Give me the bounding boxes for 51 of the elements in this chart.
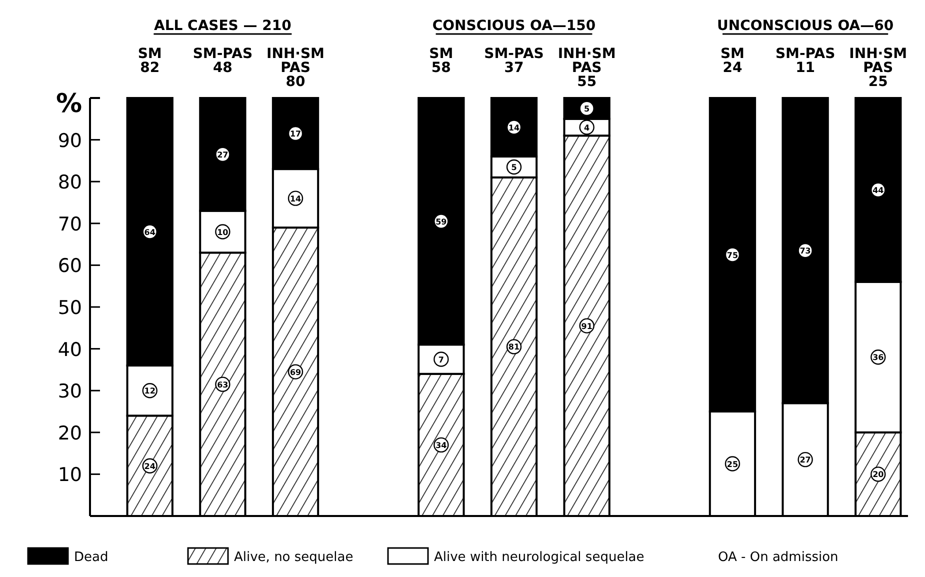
- data-label: 5: [584, 104, 590, 114]
- data-label: 14: [508, 123, 520, 132]
- data-label: 25: [726, 460, 738, 469]
- x-tick-label: SM 58: [429, 46, 454, 76]
- data-label: 73: [800, 246, 811, 256]
- legend-label: Alive, no sequelae: [234, 550, 354, 565]
- x-tick-label: SM 24: [720, 46, 744, 76]
- x-tick-label: SM-PAS 11: [775, 46, 836, 76]
- data-label: 36: [872, 353, 884, 362]
- data-label: 34: [436, 440, 448, 450]
- y-tick-label: 70: [58, 213, 82, 236]
- text: OA - On admission: [718, 550, 838, 565]
- x-tick-label: SM-PAS 37: [484, 46, 544, 76]
- data-label: 81: [508, 342, 520, 352]
- data-label: 14: [290, 194, 302, 204]
- data-label: 20: [872, 470, 884, 480]
- text: CONSCIOUS OA—150: [432, 18, 596, 34]
- text: ALL CASES — 210: [154, 18, 292, 34]
- y-tick-label: 90: [58, 130, 82, 152]
- x-tick-label: INH·SM PAS 80: [266, 46, 325, 90]
- data-label: 10: [217, 228, 229, 237]
- y-tick-label: 50: [58, 297, 82, 319]
- y-tick-label: 30: [58, 380, 82, 403]
- data-label: 7: [438, 355, 444, 364]
- data-label: 12: [144, 386, 156, 396]
- y-tick-label: 40: [58, 338, 82, 361]
- text: UNCONSCIOUS OA—60: [717, 18, 894, 34]
- y-tick-label: 10: [58, 464, 82, 486]
- data-label: 24: [144, 462, 156, 471]
- data-label: 27: [800, 456, 811, 465]
- data-label: 27: [217, 150, 228, 160]
- data-label: 75: [726, 250, 738, 260]
- data-label: 69: [290, 368, 302, 377]
- y-tick-label: 60: [58, 255, 82, 278]
- y-tick-label: 80: [58, 172, 82, 194]
- data-label: 17: [290, 130, 302, 139]
- legend-label: Alive with neurological sequelae: [434, 550, 644, 565]
- data-label: 91: [581, 322, 593, 331]
- data-label: 63: [217, 380, 228, 390]
- data-label: 5: [511, 162, 518, 172]
- y-tick-label: 20: [58, 422, 82, 444]
- legend-label: Dead: [74, 550, 108, 565]
- data-label: 64: [144, 228, 156, 237]
- x-tick-label: SM 82: [138, 46, 162, 76]
- data-label: 44: [872, 186, 884, 195]
- x-tick-label: SM-PAS 48: [192, 46, 253, 76]
- x-tick-label: INH·SM PAS 55: [558, 46, 616, 90]
- y-axis-title: %: [56, 89, 82, 119]
- x-tick-label: INH·SM PAS 25: [849, 46, 908, 90]
- data-label: 4: [584, 123, 590, 132]
- data-label: 59: [436, 217, 448, 226]
